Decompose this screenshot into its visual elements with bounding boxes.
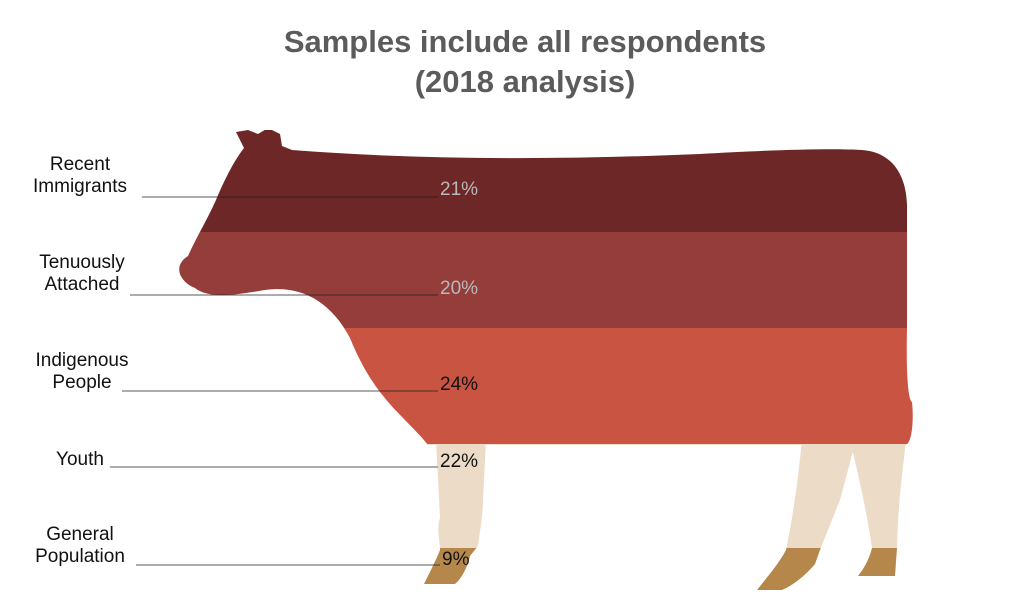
category-label-4-line-1: Population [35, 546, 125, 567]
band-0 [179, 130, 913, 232]
value-label-0: 21% [440, 179, 478, 200]
value-label-1: 20% [440, 278, 478, 299]
category-label-1-line-0: Tenuously [39, 252, 125, 273]
title-line-1: Samples include all respondents [283, 24, 767, 59]
band-1 [179, 232, 913, 328]
category-label-1: Tenuously Attached [12, 252, 152, 296]
category-label-0-line-0: Recent [49, 154, 111, 175]
category-label-4-line-0: General [46, 524, 114, 545]
category-label-1-line-1: Attached [44, 274, 120, 295]
category-label-3: Youth [10, 449, 150, 471]
category-label-3-line-0: Youth [56, 449, 104, 470]
title-line-2: (2018 analysis) [414, 64, 636, 99]
category-label-2-line-0: Indigenous [35, 350, 129, 371]
value-label-2: 24% [440, 374, 478, 395]
band-3 [179, 444, 913, 548]
category-label-2: Indigenous People [12, 350, 152, 394]
value-label-3: 22% [440, 451, 478, 472]
category-label-4: General Population [10, 524, 150, 568]
category-label-2-line-1: People [52, 372, 112, 393]
band-4 [179, 548, 913, 590]
band-2 [179, 328, 913, 444]
category-label-0-line-1: Immigrants [33, 176, 127, 197]
chart-title: Samples include all respondents (2018 an… [0, 22, 1012, 102]
value-label-4: 9% [442, 549, 470, 570]
category-label-0: Recent Immigrants [10, 154, 150, 198]
